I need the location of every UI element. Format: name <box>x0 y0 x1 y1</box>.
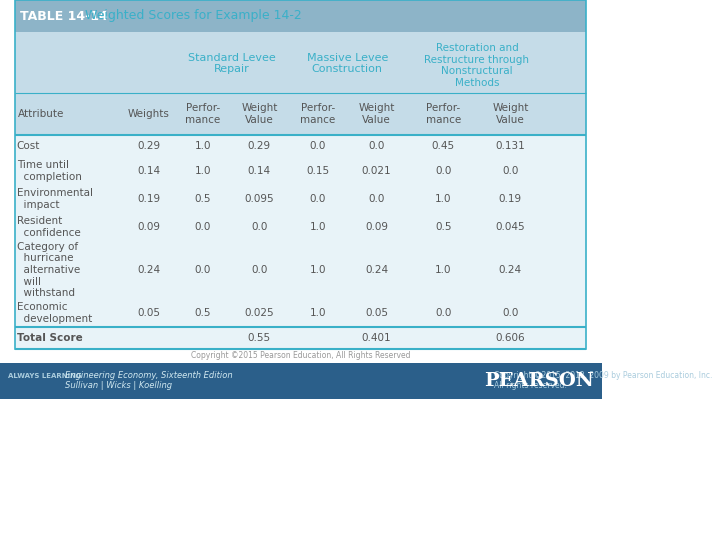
Bar <box>15 0 585 32</box>
Text: 0.14: 0.14 <box>137 166 160 176</box>
Text: Weights: Weights <box>127 109 169 119</box>
Text: Attribute: Attribute <box>19 109 65 119</box>
Text: 0.0: 0.0 <box>310 194 326 204</box>
Text: 0.0: 0.0 <box>194 265 211 275</box>
Text: 0.05: 0.05 <box>365 308 388 318</box>
Text: Weight
Value: Weight Value <box>492 103 528 125</box>
Text: 0.0: 0.0 <box>502 308 518 318</box>
Text: 0.05: 0.05 <box>137 308 160 318</box>
Text: Copyright ©2015 Pearson Education, All Rights Reserved: Copyright ©2015 Pearson Education, All R… <box>192 352 411 361</box>
Text: 0.0: 0.0 <box>502 166 518 176</box>
Text: 0.0: 0.0 <box>369 141 384 151</box>
Text: 1.0: 1.0 <box>310 222 326 232</box>
Text: 0.24: 0.24 <box>137 265 160 275</box>
Text: 0.021: 0.021 <box>361 166 391 176</box>
Text: Restoration and
Restructure through
Nonstructural
Methods: Restoration and Restructure through Nons… <box>424 43 529 88</box>
Text: 1.0: 1.0 <box>310 308 326 318</box>
Text: Sullivan | Wicks | Koelling: Sullivan | Wicks | Koelling <box>66 381 172 390</box>
Bar <box>15 93 585 135</box>
Text: All rights reserved.: All rights reserved. <box>494 381 567 390</box>
Text: 0.131: 0.131 <box>495 141 525 151</box>
Text: ALWAYS LEARNING: ALWAYS LEARNING <box>9 373 82 379</box>
Text: Category of
  hurricane
  alternative
  will
  withstand: Category of hurricane alternative will w… <box>17 242 80 298</box>
Text: Weighted Scores for Example 14-2: Weighted Scores for Example 14-2 <box>73 10 302 23</box>
Text: 0.5: 0.5 <box>194 308 211 318</box>
Text: Perfor-
mance: Perfor- mance <box>300 103 336 125</box>
Text: 0.0: 0.0 <box>435 166 451 176</box>
Text: 0.0: 0.0 <box>251 265 268 275</box>
Text: Perfor-
mance: Perfor- mance <box>426 103 461 125</box>
Text: Massive Levee
Construction: Massive Levee Construction <box>307 53 388 75</box>
Text: 1.0: 1.0 <box>435 265 451 275</box>
Text: Standard Levee
Repair: Standard Levee Repair <box>189 53 276 75</box>
Text: 0.5: 0.5 <box>435 222 451 232</box>
Text: Environmental
  impact: Environmental impact <box>17 188 93 210</box>
Text: 0.045: 0.045 <box>495 222 525 232</box>
Text: Weight
Value: Weight Value <box>359 103 395 125</box>
Text: 0.19: 0.19 <box>137 194 160 204</box>
Text: 0.09: 0.09 <box>137 222 160 232</box>
Text: Weight
Value: Weight Value <box>241 103 277 125</box>
Text: 0.025: 0.025 <box>245 308 274 318</box>
Text: PEARSON: PEARSON <box>485 372 594 390</box>
Text: TABLE 14-14: TABLE 14-14 <box>20 10 108 23</box>
Text: 0.15: 0.15 <box>306 166 330 176</box>
Text: Cost: Cost <box>17 141 40 151</box>
Bar <box>15 32 585 93</box>
Text: 1.0: 1.0 <box>310 265 326 275</box>
Text: 0.5: 0.5 <box>194 194 211 204</box>
Text: 1.0: 1.0 <box>194 166 211 176</box>
Text: 0.14: 0.14 <box>248 166 271 176</box>
Text: 1.0: 1.0 <box>194 141 211 151</box>
Text: 0.19: 0.19 <box>499 194 522 204</box>
Text: 1.0: 1.0 <box>435 194 451 204</box>
Text: 0.0: 0.0 <box>194 222 211 232</box>
Text: 0.24: 0.24 <box>365 265 388 275</box>
Text: 0.0: 0.0 <box>251 222 268 232</box>
Text: 0.0: 0.0 <box>310 141 326 151</box>
Text: Perfor-
mance: Perfor- mance <box>185 103 220 125</box>
Text: 0.401: 0.401 <box>361 333 391 343</box>
Text: Time until
  completion: Time until completion <box>17 160 81 182</box>
Text: 0.29: 0.29 <box>137 141 160 151</box>
Text: Engineering Economy, Sixteenth Edition: Engineering Economy, Sixteenth Edition <box>66 372 233 381</box>
Text: 0.606: 0.606 <box>495 333 525 343</box>
Text: 0.24: 0.24 <box>499 265 522 275</box>
Text: 0.0: 0.0 <box>369 194 384 204</box>
Text: 0.29: 0.29 <box>248 141 271 151</box>
Text: Total Score: Total Score <box>17 333 83 343</box>
Bar <box>15 0 585 349</box>
Bar <box>0 363 603 399</box>
Text: 0.0: 0.0 <box>435 308 451 318</box>
Text: Economic
  development: Economic development <box>17 302 92 324</box>
Text: 0.09: 0.09 <box>365 222 388 232</box>
Text: Copyright ©2015, 2012, 2009 by Pearson Education, Inc.: Copyright ©2015, 2012, 2009 by Pearson E… <box>494 372 712 381</box>
Text: 0.45: 0.45 <box>432 141 455 151</box>
Bar <box>15 135 585 349</box>
Text: 0.095: 0.095 <box>245 194 274 204</box>
Text: Resident
  confidence: Resident confidence <box>17 216 81 238</box>
Text: 0.55: 0.55 <box>248 333 271 343</box>
